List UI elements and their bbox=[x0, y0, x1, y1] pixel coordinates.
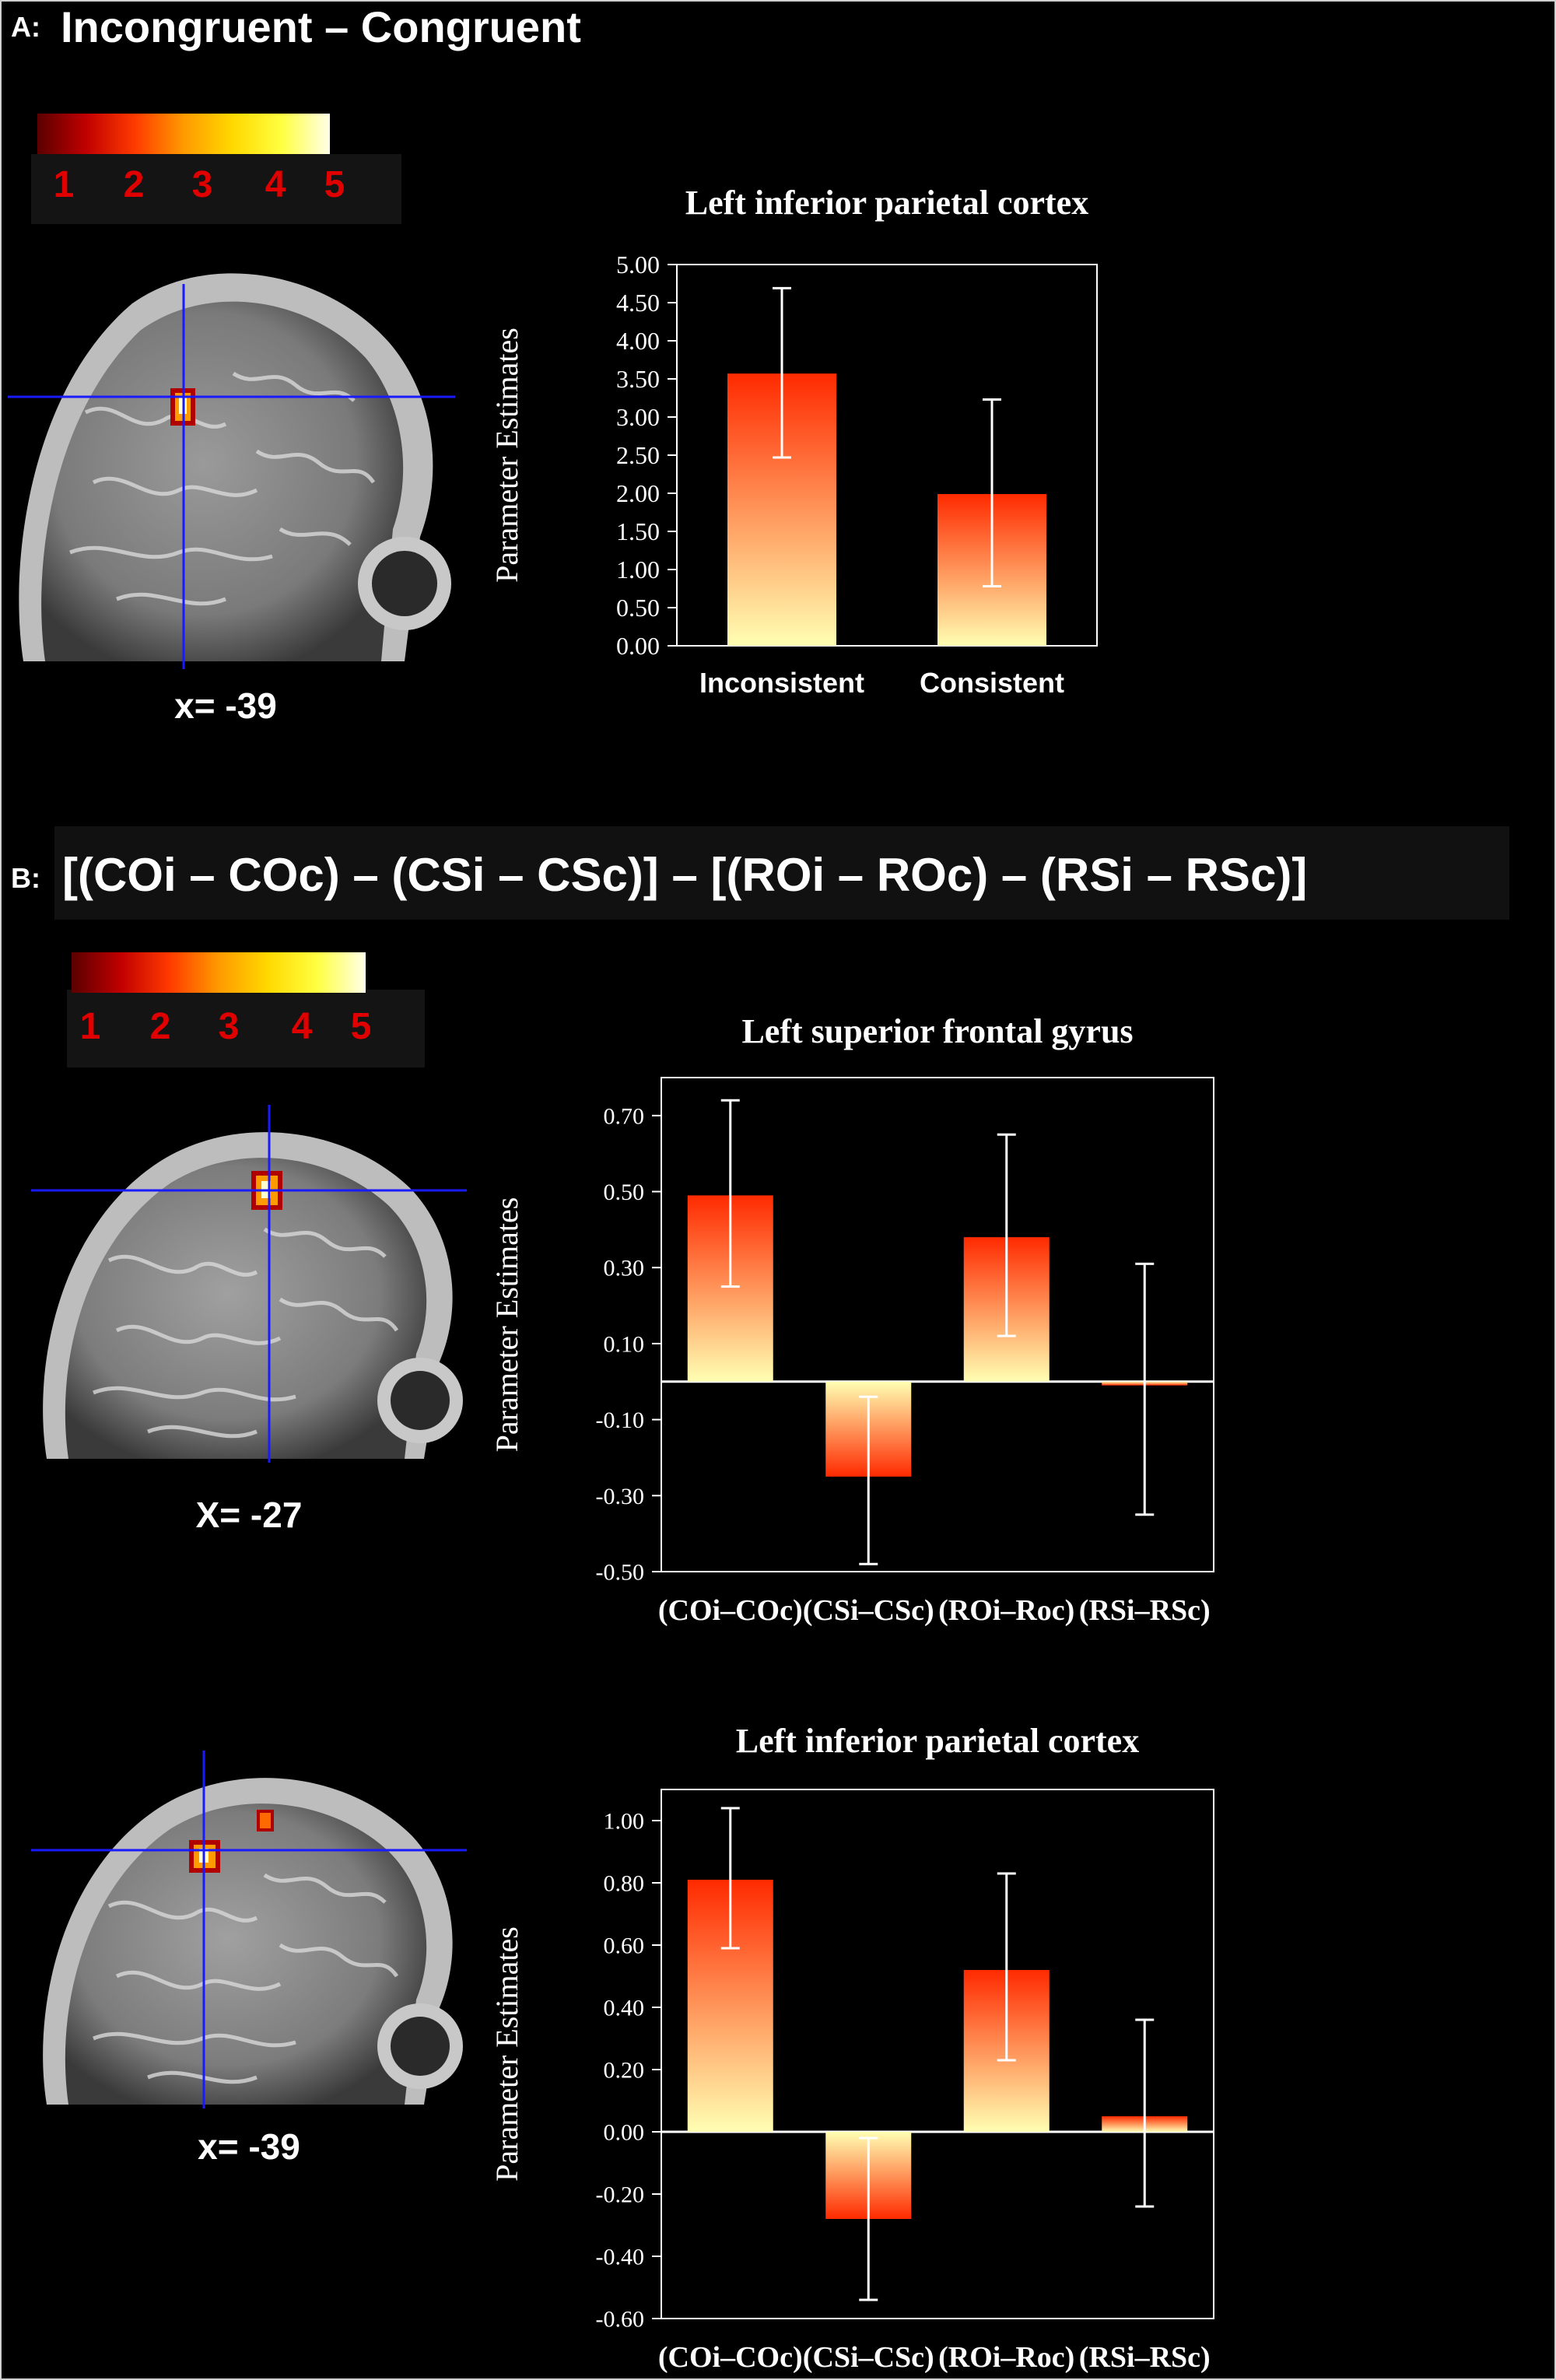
panel-b-coordinate-label-1: X= -27 bbox=[195, 1495, 303, 1535]
category-label: (RSi–RSc) bbox=[1079, 1594, 1211, 1627]
panel-b-scale-number: 1 bbox=[79, 1006, 101, 1047]
panel-a-title: Incongruent – Congruent bbox=[61, 2, 581, 51]
y-tick-label: -0.10 bbox=[596, 1407, 645, 1433]
panel-b-scale-number: 5 bbox=[350, 1006, 372, 1047]
plot-frame bbox=[661, 1077, 1214, 1572]
y-tick-label: 1.00 bbox=[616, 556, 660, 584]
y-tick-label: 4.50 bbox=[616, 289, 660, 317]
y-tick-label: 0.10 bbox=[604, 1331, 645, 1357]
panel-a-letter: A: bbox=[11, 11, 40, 43]
panel-b-brain-image-1 bbox=[31, 1105, 467, 1463]
chart-left-superior-frontal-gyrus: Left superior frontal gyrus Parameter Est… bbox=[489, 1012, 1214, 1627]
panel-a-scale-box bbox=[31, 154, 401, 224]
panel-b-scale-number: 2 bbox=[149, 1006, 171, 1047]
chart-title: Left superior frontal gyrus bbox=[741, 1012, 1133, 1050]
y-tick-label: 0.30 bbox=[604, 1256, 645, 1281]
y-axis-label: Parameter Estimates bbox=[489, 1197, 524, 1453]
chart-title: Left inferior parietal cortex bbox=[736, 1722, 1139, 1760]
y-tick-label: -0.40 bbox=[596, 2245, 645, 2270]
y-axis-label: Parameter Estimates bbox=[489, 1926, 524, 2182]
y-tick-label: 0.70 bbox=[604, 1103, 645, 1129]
y-tick-label: 2.00 bbox=[616, 479, 660, 507]
plot-frame bbox=[661, 1789, 1214, 2319]
panel-a-brain-image bbox=[8, 273, 455, 669]
panel-b-title: [(COi – COc) – (CSi – CSc)] – [(ROi – RO… bbox=[62, 849, 1308, 901]
category-label: (RSi–RSc) bbox=[1079, 2341, 1211, 2374]
y-tick-label: -0.30 bbox=[596, 1484, 645, 1509]
category-label: (ROi–Roc) bbox=[938, 2341, 1074, 2374]
panel-b-scale-number: 4 bbox=[291, 1006, 313, 1047]
panel-b-letter: B: bbox=[11, 862, 40, 894]
panel-b-brain-image-2 bbox=[31, 1751, 467, 2108]
category-label: Inconsistent bbox=[699, 667, 864, 699]
category-label: (CSi–CSc) bbox=[803, 2341, 934, 2374]
y-tick-label: 0.50 bbox=[604, 1179, 645, 1205]
y-tick-label: -0.20 bbox=[596, 2182, 645, 2208]
chart-left-inferior-parietal-a: Left inferior parietal cortex Parameter E… bbox=[489, 184, 1098, 699]
y-tick-label: -0.60 bbox=[596, 2307, 645, 2333]
category-label: Consistent bbox=[920, 667, 1064, 699]
category-label: (COi–COc) bbox=[658, 2341, 803, 2374]
panel-a-scale-number: 5 bbox=[324, 164, 345, 205]
panel-a-scale-number: 4 bbox=[265, 164, 286, 205]
chart-left-inferior-parietal-b: Left inferior parietal cortex Parameter E… bbox=[489, 1722, 1214, 2374]
panel-b-color-scale bbox=[72, 952, 366, 993]
y-tick-label: 0.40 bbox=[604, 1996, 645, 2021]
panel-a-scale-number: 3 bbox=[191, 164, 213, 205]
panel-a-scale-number: 2 bbox=[123, 164, 145, 205]
y-tick-label: 0.50 bbox=[616, 594, 660, 622]
y-tick-label: 2.50 bbox=[616, 441, 660, 469]
panel-b-scale-number: 3 bbox=[218, 1006, 240, 1047]
y-axis-label: Parameter Estimates bbox=[489, 328, 524, 583]
chart-title: Left inferior parietal cortex bbox=[685, 184, 1088, 222]
y-tick-label: 3.50 bbox=[616, 365, 660, 393]
y-tick-label: 1.50 bbox=[616, 517, 660, 545]
y-tick-label: 1.00 bbox=[604, 1809, 645, 1835]
category-label: (ROi–Roc) bbox=[938, 1594, 1074, 1627]
panel-a-scale-number: 1 bbox=[53, 164, 75, 205]
y-tick-label: 0.80 bbox=[604, 1871, 645, 1897]
panel-a-color-scale bbox=[37, 114, 330, 154]
y-tick-label: 5.00 bbox=[616, 251, 660, 279]
y-tick-label: 0.00 bbox=[616, 632, 660, 660]
y-tick-label: 0.00 bbox=[604, 2120, 645, 2146]
panel-b-scale-box bbox=[67, 990, 425, 1067]
panel-b-title-box bbox=[54, 826, 1509, 920]
y-tick-label: 0.60 bbox=[604, 1933, 645, 1959]
panel-a-coordinate-label: x= -39 bbox=[174, 685, 277, 726]
y-tick-label: -0.50 bbox=[596, 1560, 645, 1586]
panel-b-coordinate-label-2: x= -39 bbox=[198, 2126, 300, 2167]
category-label: (COi–COc) bbox=[658, 1594, 803, 1627]
category-label: (CSi–CSc) bbox=[803, 1594, 934, 1627]
y-tick-label: 4.00 bbox=[616, 327, 660, 355]
y-tick-label: 3.00 bbox=[616, 403, 660, 431]
y-tick-label: 0.20 bbox=[604, 2058, 645, 2084]
